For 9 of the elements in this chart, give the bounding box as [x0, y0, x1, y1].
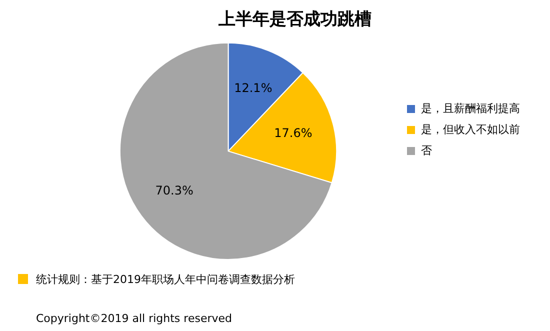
data-label: 12.1%	[234, 80, 272, 95]
legend-label: 否	[421, 144, 432, 157]
legend-label: 是，但收入不如以前	[421, 122, 520, 136]
data-label: 17.6%	[274, 126, 312, 140]
legend-label: 是，且薪酬福利提高	[421, 102, 520, 115]
data-label: 70.3%	[155, 183, 194, 198]
chart-title: 上半年是否成功跳槽	[218, 10, 372, 30]
text: Copyright©2019 all rights reserved	[36, 312, 232, 325]
text: 统计规则：基于2019年职场人年中问卷调查数据分析	[36, 272, 295, 287]
